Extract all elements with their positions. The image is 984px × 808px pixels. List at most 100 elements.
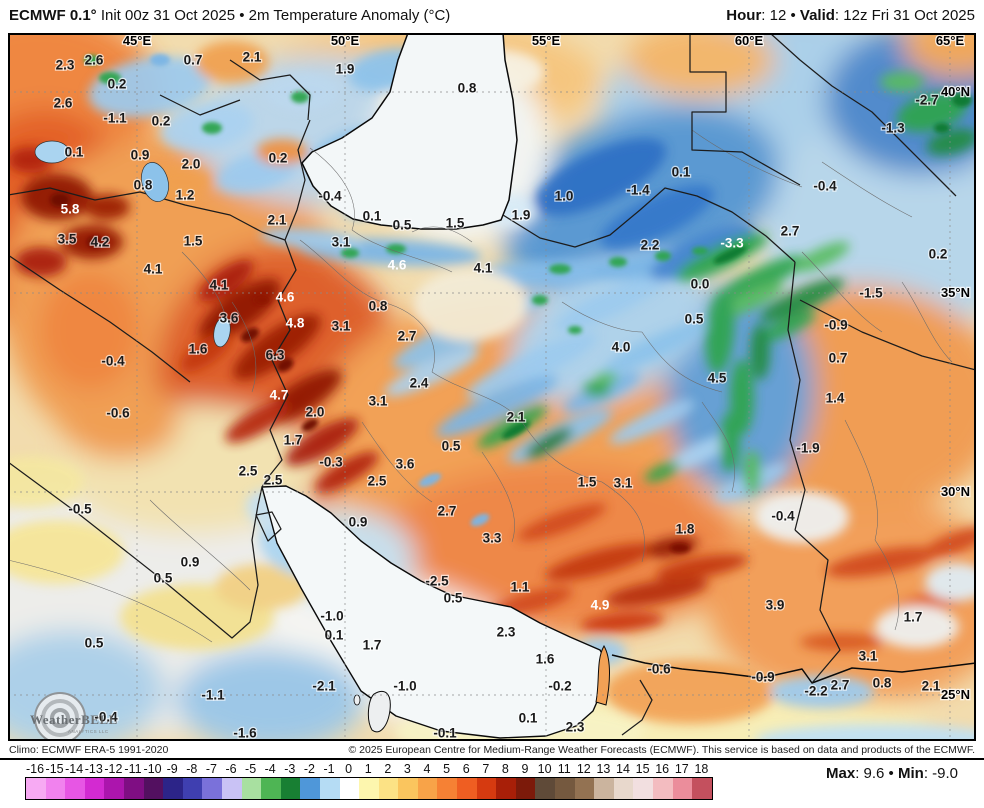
contour-label: -1.1 [201, 688, 225, 703]
contour-label: 3.1 [859, 649, 878, 664]
contour-label: 2.1 [922, 679, 941, 694]
contour-label: 3.6 [220, 311, 239, 326]
contour-label: 0.8 [369, 299, 388, 314]
colorbar-segment [45, 778, 66, 799]
colorbar-tick: -12 [104, 762, 123, 776]
anomaly-map: 2.3 2.6 0.7 2.1 0.2 2.6 -1.1 0.2 0.1 0.9 2.0 0.2 0.8… [8, 33, 976, 741]
contour-label: -0.4 [94, 710, 118, 725]
contour-label: 0.7 [829, 351, 848, 366]
colorbar-segment [123, 778, 144, 799]
contour-label: 0.9 [349, 515, 368, 530]
contour-label: 2.3 [56, 58, 75, 73]
colorbar-tick: -10 [143, 762, 162, 776]
lon-label: 55°E [532, 33, 561, 48]
lat-label: 25°N [941, 687, 970, 702]
contour-label: 1.0 [555, 189, 574, 204]
colorbar-tick: -3 [284, 762, 296, 776]
colorbar-tick: 10 [537, 762, 552, 776]
colorbar-tick: 8 [501, 762, 509, 776]
attribution-bar: Climo: ECMWF ERA-5 1991-2020 © 2025 Euro… [0, 742, 984, 758]
max-value: : 9.6 • [855, 765, 898, 782]
contour-label: -0.6 [106, 406, 130, 421]
contour-label: 4.1 [210, 278, 229, 293]
contour-label: 3.6 [396, 457, 415, 472]
colorbar-tick: 6 [462, 762, 470, 776]
contour-label: 3.9 [766, 598, 785, 613]
valid-time: Hour: 12 • Valid: 12z Fri 31 Oct 2025 [726, 7, 975, 24]
map-svg: 2.3 2.6 0.7 2.1 0.2 2.6 -1.1 0.2 0.1 0.9 2.0 0.2 0.8… [8, 33, 976, 741]
colorbar-segment [692, 778, 712, 799]
contour-label: 0.2 [152, 114, 171, 129]
musandam-peninsula [595, 644, 610, 706]
contour-label: -2.2 [804, 684, 827, 699]
colorbar-segment [457, 778, 477, 799]
contour-label: -1.6 [233, 726, 257, 741]
contour-label: 0.7 [184, 53, 203, 68]
contour-label: 1.6 [189, 342, 208, 357]
contour-label: 6.3 [266, 348, 285, 363]
colorbar-segment [84, 778, 105, 799]
qatar-peninsula [367, 690, 391, 733]
contour-label: 1.4 [826, 391, 845, 406]
contour-label: -0.6 [647, 662, 671, 677]
contour-label: 2.1 [507, 410, 526, 425]
colorbar-tick: -14 [65, 762, 84, 776]
colorbar-segment [476, 778, 497, 799]
lon-label: 50°E [331, 33, 360, 48]
contour-label: 2.5 [239, 464, 258, 479]
colorbar-segment [555, 778, 575, 799]
contour-label: 0.1 [65, 145, 84, 160]
lon-label: 65°E [936, 33, 965, 48]
colorbar-segment [398, 778, 418, 799]
valid-label: Valid [799, 7, 835, 24]
contour-label: 1.5 [446, 216, 465, 231]
caspian-sea [301, 33, 518, 230]
contour-label: 0.5 [442, 439, 461, 454]
contour-label: 0.5 [444, 591, 463, 606]
hour-label: Hour [726, 7, 762, 24]
lon-label: 60°E [735, 33, 764, 48]
colorbar-segment [515, 778, 536, 799]
colorbar-tick: 2 [384, 762, 392, 776]
contour-labels: 2.3 2.6 0.7 2.1 0.2 2.6 -1.1 0.2 0.1 0.9 2.0 0.2 0.8… [52, 48, 948, 741]
contour-label: -1.5 [859, 286, 883, 301]
colorbar-tick: -15 [45, 762, 64, 776]
contour-label: 0.2 [108, 77, 127, 92]
contour-label: -0.4 [101, 354, 125, 369]
contour-label: 2.2 [641, 238, 660, 253]
contour-label: 1.5 [578, 475, 597, 490]
contour-label: 2.7 [438, 504, 457, 519]
contour-label: 2.0 [306, 405, 325, 420]
colorbar-tick: -7 [205, 762, 217, 776]
colorbar-tick: -13 [84, 762, 103, 776]
lat-label: 35°N [941, 285, 970, 300]
contour-label: 0.2 [269, 151, 288, 166]
colorbar-tick: 11 [557, 762, 571, 776]
hour-value: : 12 • [761, 7, 800, 24]
contour-label: 4.5 [708, 371, 727, 386]
contour-label: 2.5 [368, 474, 387, 489]
colorbar-tick: 0 [345, 762, 353, 776]
max-min-stats: Max: 9.6 • Min: -9.0 [826, 765, 958, 782]
colorbar-tick: 7 [482, 762, 490, 776]
bahrain-island [353, 694, 361, 706]
lakes [34, 140, 231, 348]
contour-label: 1.7 [904, 610, 923, 625]
colorbar-tick: -9 [166, 762, 178, 776]
contour-label: 0.2 [929, 247, 948, 262]
colorbar-tick: -8 [186, 762, 198, 776]
colorbar-tick: 3 [403, 762, 411, 776]
contour-label: 2.7 [831, 678, 850, 693]
contour-label: 2.6 [85, 53, 104, 68]
weatherbell-logo: WeatherBELL ANALYTICS LLC [30, 692, 117, 741]
contour-label: -2.5 [425, 574, 449, 589]
contour-label: 0.5 [85, 636, 104, 651]
contour-label: 1.5 [184, 234, 203, 249]
contour-label: 1.7 [284, 433, 303, 448]
contour-label: 3.1 [614, 476, 633, 491]
contour-label: 3.3 [483, 531, 502, 546]
colorbar-tick: 15 [635, 762, 650, 776]
contour-label: 4.6 [276, 290, 295, 305]
coastlines [261, 33, 976, 739]
